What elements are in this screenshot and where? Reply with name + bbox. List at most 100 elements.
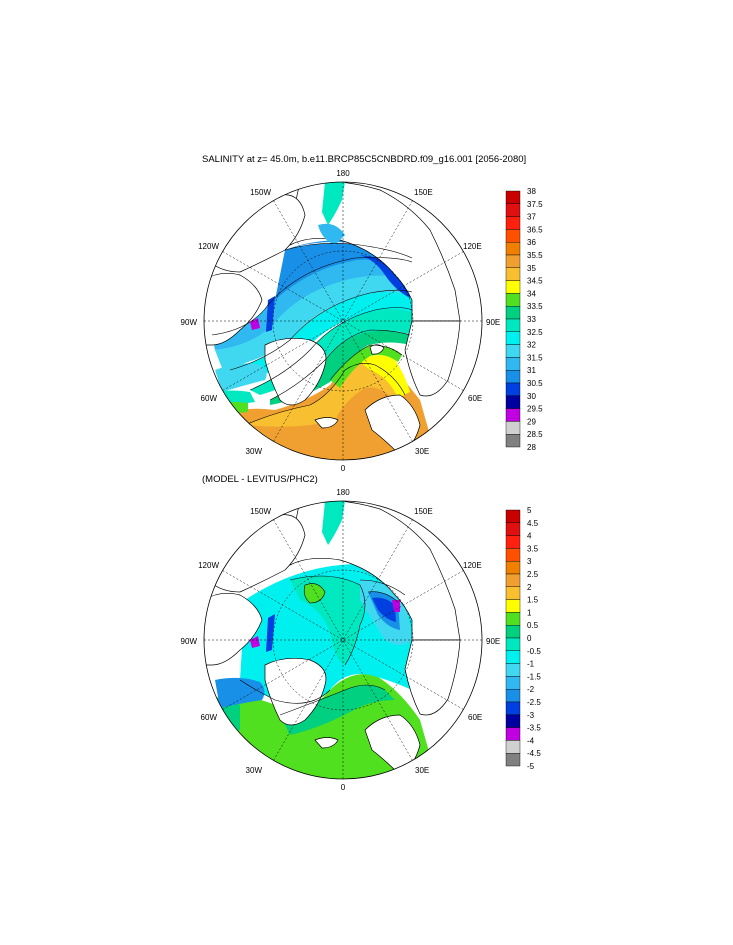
longitude-label: 90W [181, 318, 198, 327]
longitude-labels-top: 180 150E 120E 90E 60E 30E 0 30W 60W 90W 120W 150W [181, 169, 501, 473]
colorbar-swatch [505, 586, 521, 600]
contour-line [367, 591, 399, 603]
colorbar-swatch [505, 535, 521, 549]
salinity-region-32 [215, 274, 412, 368]
salinity-region-31.5 [212, 257, 412, 350]
colorbar-tick-label: 32 [527, 341, 536, 350]
longitude-label: 120E [463, 561, 482, 570]
longitude-label: 120W [198, 561, 219, 570]
colorbar-tick-label: 30.5 [527, 379, 543, 388]
longitude-label: 150E [414, 507, 433, 516]
colorbar-tick-label: 3.5 [527, 544, 539, 553]
colorbar-tick-label: 28.5 [527, 430, 543, 439]
colorbar-swatch [505, 548, 521, 562]
colorbar-tick-label: 2.5 [527, 570, 539, 579]
colorbar-tick-label: 33.5 [527, 302, 543, 311]
contour-line [303, 583, 326, 604]
colorbar-tick-label: -2.5 [527, 698, 541, 707]
colorbar-tick-label: 36.5 [527, 225, 543, 234]
colorbar-tick-label: 1 [527, 608, 532, 617]
longitude-label: 120W [198, 242, 219, 251]
longitude-label: 90W [181, 637, 198, 646]
colorbar-tick-label: 34.5 [527, 277, 543, 286]
colorbar-swatch [505, 370, 521, 384]
colorbar-tick-label: 28 [527, 443, 536, 452]
longitude-labels-bottom: 180 150E 120E 90E 60E 30E 0 30W 60W 90W 120W 150W [181, 488, 501, 792]
colorbar-tick-label: 4.5 [527, 519, 539, 528]
salinity-region-bering-32 [322, 182, 345, 225]
diff-region-archipelago-minus-3.5 [250, 636, 260, 648]
salinity-region-chukchi-31 [318, 223, 345, 245]
diff-region-minus-2.5 [372, 597, 396, 622]
colorbar-swatch [505, 254, 521, 269]
colorbar-swatch [505, 740, 521, 754]
colorbar-tick-label: -3.5 [527, 724, 541, 733]
colorbar-tick-label: 32.5 [527, 328, 543, 337]
contour-line [249, 307, 413, 391]
colorbar-swatch [505, 509, 521, 524]
diff-region-plus-0.5 [304, 583, 325, 603]
salinity-region-barents-34 [330, 345, 402, 388]
colorbar-tick-label: 35 [527, 264, 536, 273]
colorbar-swatch [505, 612, 521, 626]
contour-line [269, 329, 411, 401]
colorbar-tick-label: 29.5 [527, 405, 543, 414]
longitude-label: 60E [468, 713, 482, 722]
colorbar-swatch [505, 573, 521, 588]
colorbar-swatch [505, 331, 521, 345]
colorbar-tick-label: -4 [527, 736, 535, 745]
colorbar-tick-label: -2 [527, 685, 535, 694]
colorbar-tick-label: 31 [527, 366, 536, 375]
russia-east-land [404, 639, 461, 716]
longitude-label: 30E [415, 766, 429, 775]
top-map-title: SALINITY at z= 45.0m, b.e11.BRCP85C5CNBD… [202, 154, 527, 165]
colorbar-swatch [505, 753, 521, 767]
colorbar-swatch [505, 280, 521, 294]
colorbar-tick-label: -1.5 [527, 672, 541, 681]
iceland-land [314, 417, 339, 429]
contour-line [279, 684, 386, 716]
diff-region-north-atlantic-0 [280, 685, 395, 735]
scandinavia-land [364, 714, 421, 776]
colorbar-tick-label: 33 [527, 315, 536, 324]
longitude-label: 90E [486, 637, 500, 646]
longitude-label: 60E [468, 394, 482, 403]
colorbar-tick-label: 1.5 [527, 596, 539, 605]
contour-line [211, 257, 413, 336]
longitude-label: 30W [246, 447, 263, 456]
difference-map: 180 150E 120E 90E 60E 30E 0 30W 60W 90W 120W 150W [181, 488, 501, 792]
colorbar-tick-label: 31.5 [527, 353, 543, 362]
contour-line [359, 579, 406, 596]
colorbar-swatch [505, 637, 521, 652]
contour-line [244, 363, 406, 426]
longitude-label: 150W [250, 188, 271, 197]
longitude-label: 30W [246, 766, 263, 775]
colorbar-tick-label: -3 [527, 711, 535, 720]
contour-line [284, 243, 413, 259]
colorbar-tick-label: -5 [527, 762, 535, 771]
contour-line [289, 575, 366, 666]
colorbar-swatch [505, 344, 521, 358]
longitude-label: 30E [415, 447, 429, 456]
colorbar-swatch [505, 727, 521, 741]
colorbar-tick-label: -1 [527, 660, 535, 669]
colorbar-tick-label: 2 [527, 583, 532, 592]
colorbar-swatch [505, 421, 521, 435]
diff-region-minus-3.5 [392, 600, 400, 612]
longitude-label: 60W [201, 394, 218, 403]
colorbar-swatch [505, 599, 521, 613]
colorbar-swatch [505, 318, 521, 333]
diff-region-archipelago-minus-2.5 [266, 614, 275, 652]
colorbar-tick-label: 37.5 [527, 200, 543, 209]
colorbar-swatch [505, 293, 521, 307]
colorbar-tick-label: 35.5 [527, 251, 543, 260]
scandinavia-land [364, 394, 421, 456]
longitude-label: 60W [201, 713, 218, 722]
colorbar-tick-label: -0.5 [527, 647, 541, 656]
colorbar-swatch [505, 434, 521, 448]
longitude-label: 180 [336, 169, 350, 178]
colorbar-tick-label: 3 [527, 557, 532, 566]
contour-line [329, 344, 403, 381]
colorbar-tick-label: 29 [527, 417, 536, 426]
